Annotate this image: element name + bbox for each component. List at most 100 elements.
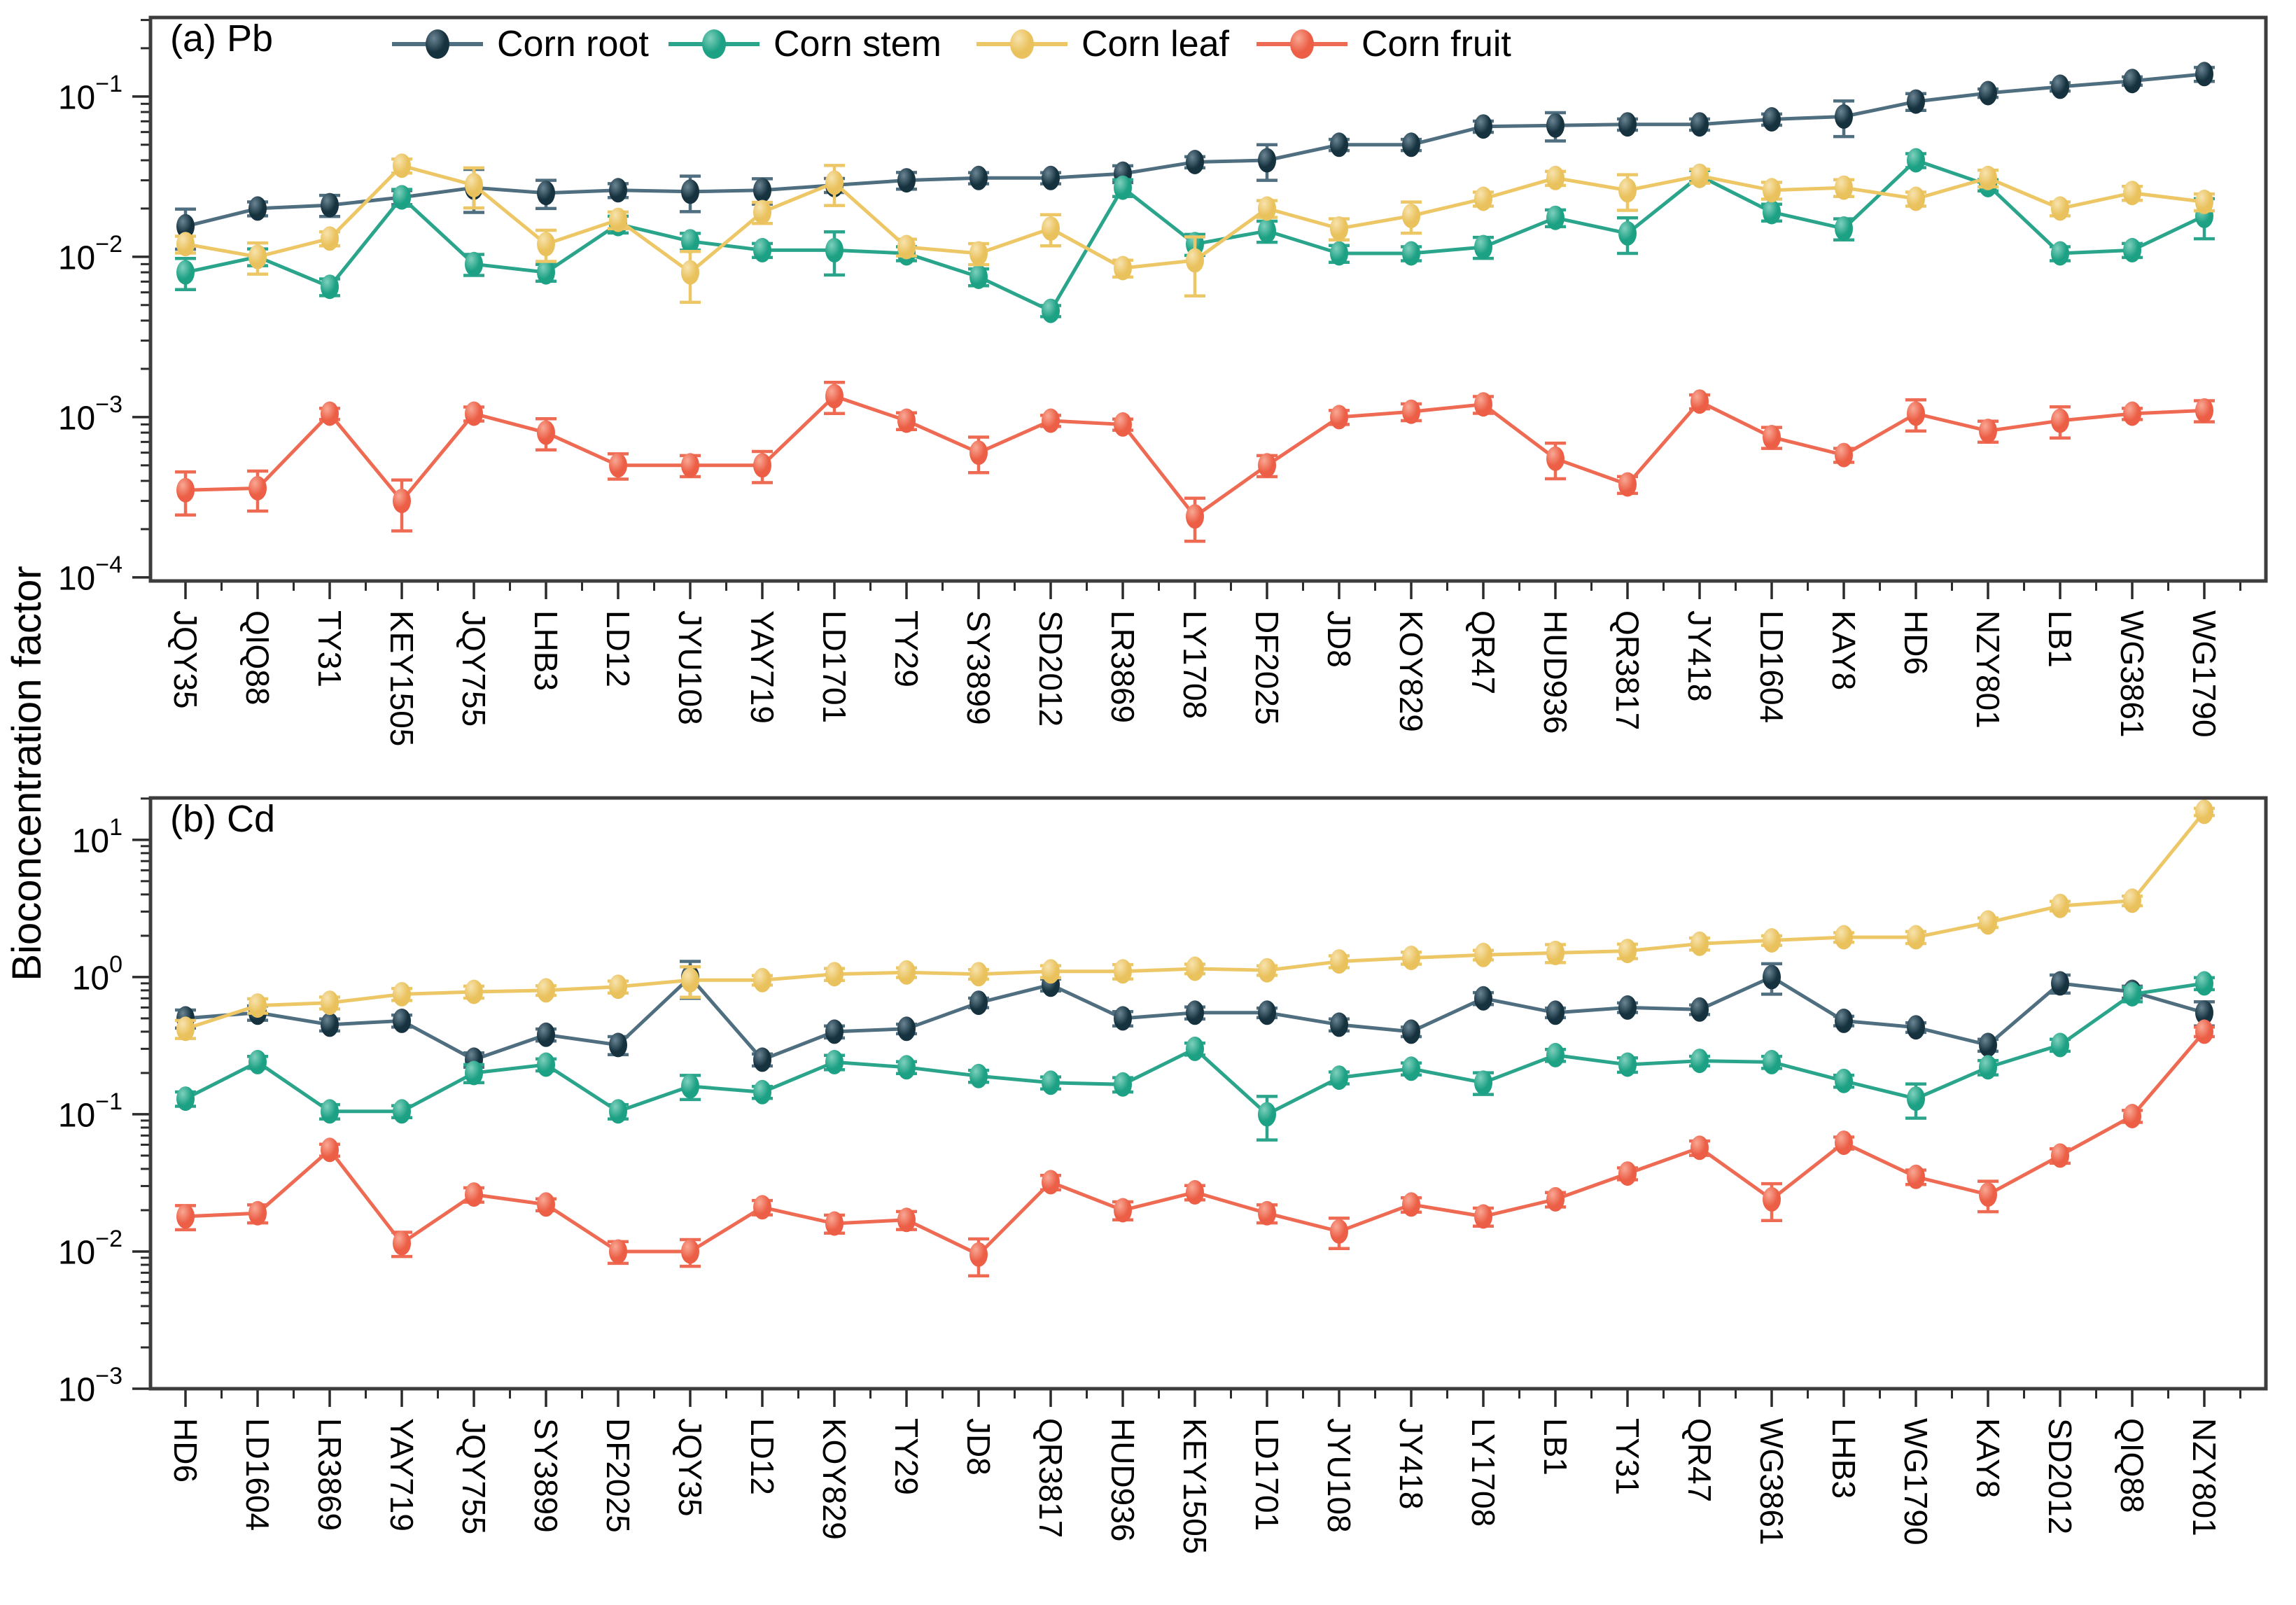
data-point bbox=[393, 489, 411, 514]
x-tick-label: YAY719 bbox=[744, 610, 780, 724]
data-point bbox=[1042, 959, 1060, 984]
series-markers bbox=[176, 965, 2213, 1072]
data-point bbox=[1979, 1032, 1997, 1058]
data-point bbox=[1042, 165, 1060, 190]
data-point bbox=[2123, 981, 2141, 1007]
x-tick-label: LD1701 bbox=[816, 610, 853, 723]
data-point bbox=[176, 260, 195, 285]
data-point bbox=[681, 1239, 699, 1264]
data-point bbox=[2123, 69, 2141, 94]
data-point bbox=[1258, 1102, 1276, 1127]
data-point bbox=[248, 476, 267, 500]
data-point bbox=[1690, 1049, 1709, 1074]
data-point bbox=[1402, 1192, 1420, 1217]
x-tick-label: HUD936 bbox=[1537, 610, 1574, 734]
data-point bbox=[2051, 196, 2069, 221]
series-line bbox=[185, 811, 2206, 1031]
data-point bbox=[465, 1182, 483, 1207]
data-point bbox=[1835, 1130, 1853, 1156]
data-point bbox=[1835, 175, 1853, 200]
legend-label: Corn fruit bbox=[1362, 24, 1511, 64]
data-point bbox=[1546, 205, 1564, 230]
panel-b-chart: 10−3 10−2 10−1 100 101 HD6 LD1604 LR3869 YAY719 J… bbox=[58, 796, 2268, 1554]
data-point bbox=[465, 251, 483, 276]
x-tick-label: JQY35 bbox=[672, 1418, 708, 1517]
x-tick-label: KAY8 bbox=[1970, 1418, 2006, 1498]
legend: Corn root Corn stem Corn leaf Corn fruit bbox=[392, 24, 1511, 64]
data-point bbox=[1618, 939, 1637, 964]
y-tick-label: 10−3 bbox=[58, 1363, 122, 1409]
data-point bbox=[321, 1137, 339, 1163]
y-tick-label: 10−1 bbox=[58, 71, 122, 117]
data-point bbox=[897, 1016, 916, 1042]
legend-label: Corn root bbox=[497, 24, 649, 64]
x-tick-label: TY29 bbox=[888, 610, 925, 687]
x-tick-label: QR3817 bbox=[1609, 610, 1646, 730]
data-point bbox=[1042, 1070, 1060, 1095]
data-point bbox=[393, 1099, 411, 1124]
data-point bbox=[1114, 1006, 1132, 1031]
data-point bbox=[1258, 218, 1276, 244]
legend-marker-icon bbox=[1010, 29, 1034, 59]
data-point bbox=[1114, 1072, 1132, 1097]
data-point bbox=[1835, 925, 1853, 950]
data-point bbox=[753, 178, 771, 203]
data-point bbox=[1258, 148, 1276, 173]
data-point bbox=[1979, 165, 1997, 190]
data-point bbox=[1402, 946, 1420, 970]
data-point bbox=[2123, 181, 2141, 206]
x-tick-label: JQY755 bbox=[456, 610, 492, 727]
x-tick-label: WG3861 bbox=[2114, 610, 2150, 738]
data-point bbox=[1979, 1182, 1997, 1207]
data-point bbox=[753, 1195, 771, 1220]
legend-item-corn-leaf: Corn leaf bbox=[976, 24, 1230, 64]
x-tick-label: KOY829 bbox=[816, 1418, 853, 1540]
data-point bbox=[537, 1022, 555, 1047]
data-point bbox=[1979, 419, 1997, 444]
x-tick-label: WG1790 bbox=[2186, 610, 2222, 738]
data-point bbox=[681, 229, 699, 254]
data-point bbox=[393, 185, 411, 210]
data-point bbox=[2195, 1000, 2213, 1025]
data-point bbox=[1330, 132, 1348, 157]
data-point bbox=[753, 967, 771, 993]
data-point bbox=[1907, 1164, 1925, 1189]
data-point bbox=[1330, 1065, 1348, 1091]
data-point bbox=[825, 170, 844, 195]
data-point bbox=[969, 1063, 988, 1088]
series-markers bbox=[176, 1019, 2213, 1267]
x-tick-label: QIQ88 bbox=[2114, 1418, 2150, 1513]
data-point bbox=[1330, 405, 1348, 430]
data-point bbox=[393, 981, 411, 1007]
data-point bbox=[1835, 1068, 1853, 1093]
data-point bbox=[1546, 1042, 1564, 1067]
x-tick-label: DF2025 bbox=[1249, 610, 1285, 725]
data-point bbox=[825, 962, 844, 987]
data-point bbox=[1186, 150, 1204, 174]
data-point bbox=[1690, 931, 1709, 956]
data-point bbox=[1474, 1070, 1492, 1095]
data-point bbox=[897, 168, 916, 193]
data-point bbox=[1258, 196, 1276, 221]
data-point bbox=[1618, 178, 1637, 203]
panel-label: (b) Cd bbox=[170, 798, 275, 840]
data-point bbox=[825, 1049, 844, 1074]
data-point bbox=[321, 1099, 339, 1124]
data-point bbox=[1690, 1135, 1709, 1161]
data-point bbox=[1907, 401, 1925, 426]
data-point bbox=[321, 192, 339, 218]
data-point bbox=[2051, 971, 2069, 996]
plot-frame bbox=[148, 796, 2268, 1391]
panel-label: (a) Pb bbox=[170, 17, 273, 59]
x-tick-label: NZY801 bbox=[2186, 1418, 2222, 1536]
data-point bbox=[609, 1239, 627, 1264]
data-point bbox=[1690, 163, 1709, 188]
data-point bbox=[1474, 234, 1492, 260]
data-point bbox=[393, 1008, 411, 1033]
data-point bbox=[1690, 997, 1709, 1022]
data-point bbox=[537, 978, 555, 1003]
data-point bbox=[969, 990, 988, 1016]
data-point bbox=[2123, 237, 2141, 262]
